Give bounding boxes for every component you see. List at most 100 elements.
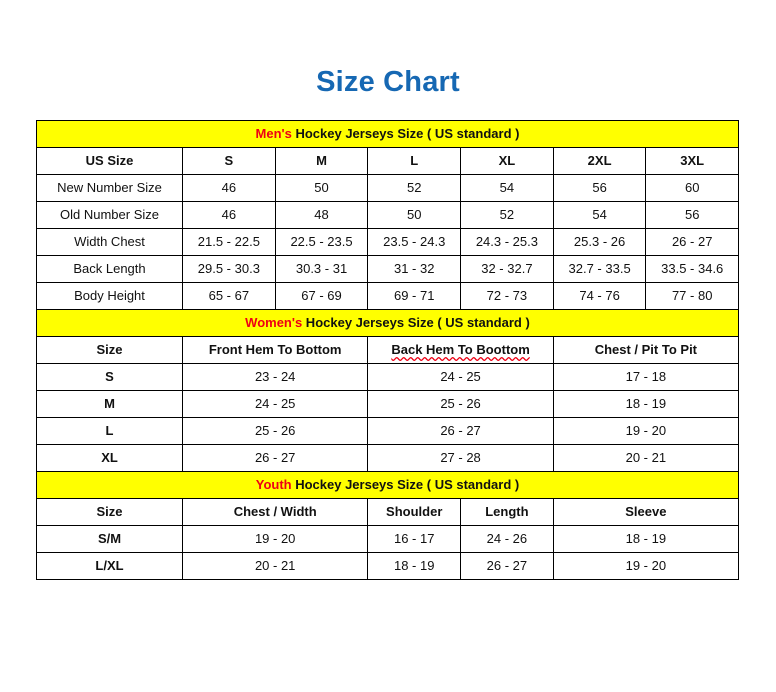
mens-cell-2-5: 26 - 27: [645, 228, 739, 256]
table-row: Size Front Hem To Bottom Back Hem To Boo…: [36, 336, 739, 364]
mens-row-label-1: Old Number Size: [36, 201, 183, 229]
mens-cell-3-4: 32.7 - 33.5: [552, 255, 647, 283]
mens-cell-3-2: 31 - 32: [367, 255, 462, 283]
womens-cell-2-0: 25 - 26: [181, 417, 369, 445]
section-header-womens: Women's Hockey Jerseys Size ( US standar…: [36, 309, 739, 337]
youth-cell-1-1: 18 - 19: [367, 552, 462, 580]
mens-cell-1-0: 46: [182, 201, 276, 229]
mens-cell-0-1: 50: [274, 174, 369, 202]
table-row: L/XL 20 - 21 18 - 19 26 - 27 19 - 20: [36, 552, 739, 580]
youth-row-label-1: L/XL: [36, 552, 183, 580]
womens-row-label-0: S: [36, 363, 183, 391]
table-row: Size Chest / Width Shoulder Length Sleev…: [36, 498, 739, 526]
table-row: L 25 - 26 26 - 27 19 - 20: [36, 417, 739, 445]
womens-row-label-2: L: [36, 417, 183, 445]
table-row: Width Chest 21.5 - 22.5 22.5 - 23.5 23.5…: [36, 228, 739, 256]
womens-cell-2-2: 19 - 20: [552, 417, 739, 445]
mens-cell-2-3: 24.3 - 25.3: [460, 228, 554, 256]
womens-cell-0-1: 24 - 25: [367, 363, 554, 391]
mens-cell-3-5: 33.5 - 34.6: [645, 255, 739, 283]
section-rest-mens: Hockey Jerseys Size ( US standard ): [291, 126, 520, 141]
mens-cell-2-4: 25.3 - 26: [552, 228, 647, 256]
mens-cell-2-2: 23.5 - 24.3: [367, 228, 462, 256]
mens-cell-4-4: 74 - 76: [552, 282, 647, 310]
section-header-row-mens: Men's Hockey Jerseys Size ( US standard …: [36, 120, 739, 148]
womens-col-header-3: Chest / Pit To Pit: [552, 336, 739, 364]
mens-cell-4-0: 65 - 67: [182, 282, 276, 310]
table-row: US Size S M L XL 2XL 3XL: [36, 147, 739, 175]
mens-cell-0-2: 52: [367, 174, 462, 202]
mens-cell-4-1: 67 - 69: [274, 282, 369, 310]
mens-cell-3-1: 30.3 - 31: [274, 255, 369, 283]
womens-cell-1-2: 18 - 19: [552, 390, 739, 418]
womens-row-label-3: XL: [36, 444, 183, 472]
table-row: S 23 - 24 24 - 25 17 - 18: [36, 363, 739, 391]
table-row: Body Height 65 - 67 67 - 69 69 - 71 72 -…: [36, 282, 739, 310]
table-row: XL 26 - 27 27 - 28 20 - 21: [36, 444, 739, 472]
youth-col-header-3: Length: [460, 498, 554, 526]
section-accent-mens: Men's: [255, 126, 292, 141]
section-header-row-womens: Women's Hockey Jerseys Size ( US standar…: [36, 309, 739, 337]
mens-cell-1-3: 52: [460, 201, 554, 229]
mens-cell-0-4: 56: [552, 174, 647, 202]
mens-cell-1-5: 56: [645, 201, 739, 229]
mens-row-label-2: Width Chest: [36, 228, 183, 256]
youth-cell-1-2: 26 - 27: [460, 552, 554, 580]
mens-cell-1-2: 50: [367, 201, 462, 229]
womens-col-header-1: Front Hem To Bottom: [181, 336, 369, 364]
mens-cell-4-3: 72 - 73: [460, 282, 554, 310]
youth-cell-1-0: 20 - 21: [181, 552, 369, 580]
womens-col-header-2-text: Back Hem To Boottom: [391, 342, 530, 357]
womens-cell-0-0: 23 - 24: [181, 363, 369, 391]
mens-row-label-0: New Number Size: [36, 174, 183, 202]
section-header-youth: Youth Hockey Jerseys Size ( US standard …: [36, 471, 739, 499]
mens-col-header-0: US Size: [36, 147, 183, 175]
womens-cell-0-2: 17 - 18: [552, 363, 739, 391]
mens-cell-2-1: 22.5 - 23.5: [274, 228, 369, 256]
section-header-row-youth: Youth Hockey Jerseys Size ( US standard …: [36, 471, 739, 499]
womens-cell-3-0: 26 - 27: [181, 444, 369, 472]
mens-cell-0-0: 46: [182, 174, 276, 202]
youth-cell-0-2: 24 - 26: [460, 525, 554, 553]
youth-col-header-4: Sleeve: [552, 498, 739, 526]
mens-cell-4-2: 69 - 71: [367, 282, 462, 310]
mens-col-header-5: 2XL: [552, 147, 647, 175]
womens-cell-1-0: 24 - 25: [181, 390, 369, 418]
womens-row-label-1: M: [36, 390, 183, 418]
section-header-mens: Men's Hockey Jerseys Size ( US standard …: [36, 120, 739, 148]
mens-cell-3-3: 32 - 32.7: [460, 255, 554, 283]
mens-cell-1-1: 48: [274, 201, 369, 229]
table-row: Old Number Size 46 48 50 52 54 56: [36, 201, 739, 229]
mens-cell-2-0: 21.5 - 22.5: [182, 228, 276, 256]
youth-col-header-2: Shoulder: [367, 498, 462, 526]
mens-cell-3-0: 29.5 - 30.3: [182, 255, 276, 283]
womens-cell-3-2: 20 - 21: [552, 444, 739, 472]
mens-row-label-3: Back Length: [36, 255, 183, 283]
section-rest-womens: Hockey Jerseys Size ( US standard ): [302, 315, 530, 330]
section-accent-womens: Women's: [245, 315, 303, 330]
youth-cell-1-3: 19 - 20: [552, 552, 739, 580]
mens-cell-0-3: 54: [460, 174, 554, 202]
womens-col-header-2: Back Hem To Boottom: [367, 336, 554, 364]
youth-cell-0-1: 16 - 17: [367, 525, 462, 553]
mens-col-header-3: L: [367, 147, 462, 175]
mens-col-header-6: 3XL: [645, 147, 739, 175]
page-title: Size Chart: [316, 66, 460, 98]
mens-col-header-4: XL: [460, 147, 554, 175]
youth-cell-0-0: 19 - 20: [181, 525, 369, 553]
mens-cell-0-5: 60: [645, 174, 739, 202]
youth-col-header-1: Chest / Width: [181, 498, 369, 526]
youth-row-label-0: S/M: [36, 525, 183, 553]
youth-col-header-0: Size: [36, 498, 183, 526]
table-row: M 24 - 25 25 - 26 18 - 19: [36, 390, 739, 418]
womens-col-header-0: Size: [36, 336, 183, 364]
table-row: Back Length 29.5 - 30.3 30.3 - 31 31 - 3…: [36, 255, 739, 283]
womens-cell-3-1: 27 - 28: [367, 444, 554, 472]
section-accent-youth: Youth: [255, 477, 292, 492]
mens-col-header-2: M: [274, 147, 369, 175]
womens-cell-2-1: 26 - 27: [367, 417, 554, 445]
table-row: New Number Size 46 50 52 54 56 60: [36, 174, 739, 202]
mens-cell-1-4: 54: [552, 201, 647, 229]
womens-cell-1-1: 25 - 26: [367, 390, 554, 418]
